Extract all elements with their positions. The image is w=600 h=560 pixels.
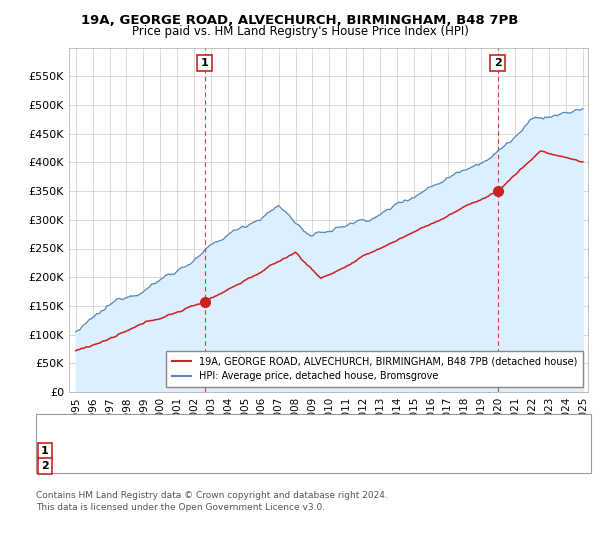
Legend: 19A, GEORGE ROAD, ALVECHURCH, BIRMINGHAM, B48 7PB (detached house), HPI: Average: 19A, GEORGE ROAD, ALVECHURCH, BIRMINGHAM… xyxy=(166,351,583,387)
Text: Price paid vs. HM Land Registry's House Price Index (HPI): Price paid vs. HM Land Registry's House … xyxy=(131,25,469,38)
Text: 1: 1 xyxy=(201,58,209,68)
Text: £156,000: £156,000 xyxy=(210,446,263,456)
Text: 2: 2 xyxy=(41,461,49,471)
Text: This data is licensed under the Open Government Licence v3.0.: This data is licensed under the Open Gov… xyxy=(36,503,325,512)
Text: 13-DEC-2019: 13-DEC-2019 xyxy=(75,461,149,471)
Text: £350,000: £350,000 xyxy=(210,461,263,471)
Text: 2: 2 xyxy=(494,58,502,68)
Text: 13-AUG-2002: 13-AUG-2002 xyxy=(75,446,149,456)
Text: Contains HM Land Registry data © Crown copyright and database right 2024.: Contains HM Land Registry data © Crown c… xyxy=(36,491,388,500)
Text: 19A, GEORGE ROAD, ALVECHURCH, BIRMINGHAM, B48 7PB: 19A, GEORGE ROAD, ALVECHURCH, BIRMINGHAM… xyxy=(82,14,518,27)
Text: 1: 1 xyxy=(41,446,49,456)
Text: 20% ↓ HPI: 20% ↓ HPI xyxy=(330,461,389,471)
Text: 26% ↓ HPI: 26% ↓ HPI xyxy=(330,446,389,456)
